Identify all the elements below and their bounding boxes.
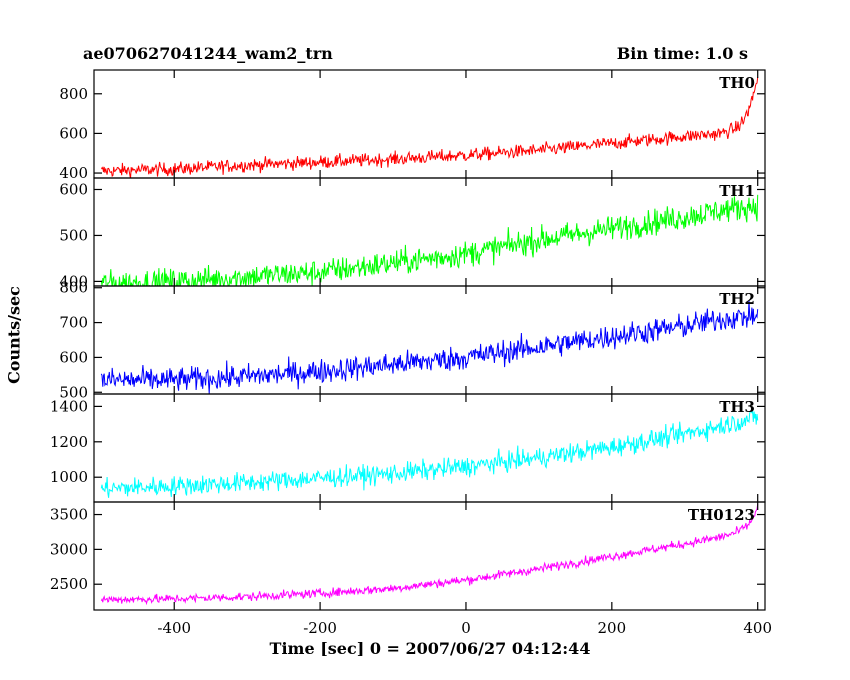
panel-frame-th0 bbox=[93, 69, 766, 179]
y-tick-label-th3: 1200 bbox=[50, 433, 88, 451]
series-line-th2 bbox=[100, 300, 759, 394]
series-line-th3 bbox=[100, 410, 759, 498]
panel-frame-th0123 bbox=[93, 501, 766, 611]
bin-time-label: Bin time: 1.0 s bbox=[616, 44, 748, 63]
series-line-th0 bbox=[100, 77, 759, 178]
panel-label-th2: TH2 bbox=[719, 290, 755, 308]
y-tick-label-th3: 1400 bbox=[50, 397, 88, 415]
panel-frame-th1 bbox=[93, 177, 766, 287]
panel-label-th3: TH3 bbox=[719, 398, 755, 416]
y-tick-label-th0: 400 bbox=[59, 164, 88, 182]
panel-frame-th2 bbox=[93, 285, 766, 395]
x-tick-label: -400 bbox=[157, 619, 191, 637]
y-axis-label: Counts/sec bbox=[4, 286, 24, 384]
y-tick-label-th2: 800 bbox=[59, 279, 88, 297]
x-axis-label: Time [sec] 0 = 2007/06/27 04:12:44 bbox=[269, 639, 591, 658]
y-tick-label-th2: 700 bbox=[59, 314, 88, 332]
x-tick-label: 200 bbox=[598, 619, 627, 637]
series-line-th1 bbox=[100, 194, 759, 286]
y-tick-label-th0123: 3000 bbox=[50, 540, 88, 558]
x-tick-label: -200 bbox=[303, 619, 337, 637]
plot-title: ae070627041244_wam2_trn bbox=[83, 44, 333, 63]
x-tick-label: 400 bbox=[743, 619, 772, 637]
x-tick-label: 0 bbox=[461, 619, 471, 637]
y-tick-label-th1: 500 bbox=[59, 226, 88, 244]
y-tick-label-th1: 400 bbox=[59, 272, 88, 290]
y-tick-label-th0123: 2500 bbox=[50, 575, 88, 593]
y-tick-label-th2: 500 bbox=[59, 383, 88, 401]
panel-label-th0123: TH0123 bbox=[688, 506, 755, 524]
y-tick-label-th1: 600 bbox=[59, 180, 88, 198]
y-tick-label-th2: 600 bbox=[59, 348, 88, 366]
series-line-th0123 bbox=[100, 504, 759, 606]
panel-label-th0: TH0 bbox=[719, 74, 755, 92]
y-tick-label-th0123: 3500 bbox=[50, 506, 88, 524]
y-tick-label-th0: 800 bbox=[59, 85, 88, 103]
panel-label-th1: TH1 bbox=[719, 182, 755, 200]
y-tick-label-th3: 1000 bbox=[50, 468, 88, 486]
y-tick-label-th0: 600 bbox=[59, 124, 88, 142]
